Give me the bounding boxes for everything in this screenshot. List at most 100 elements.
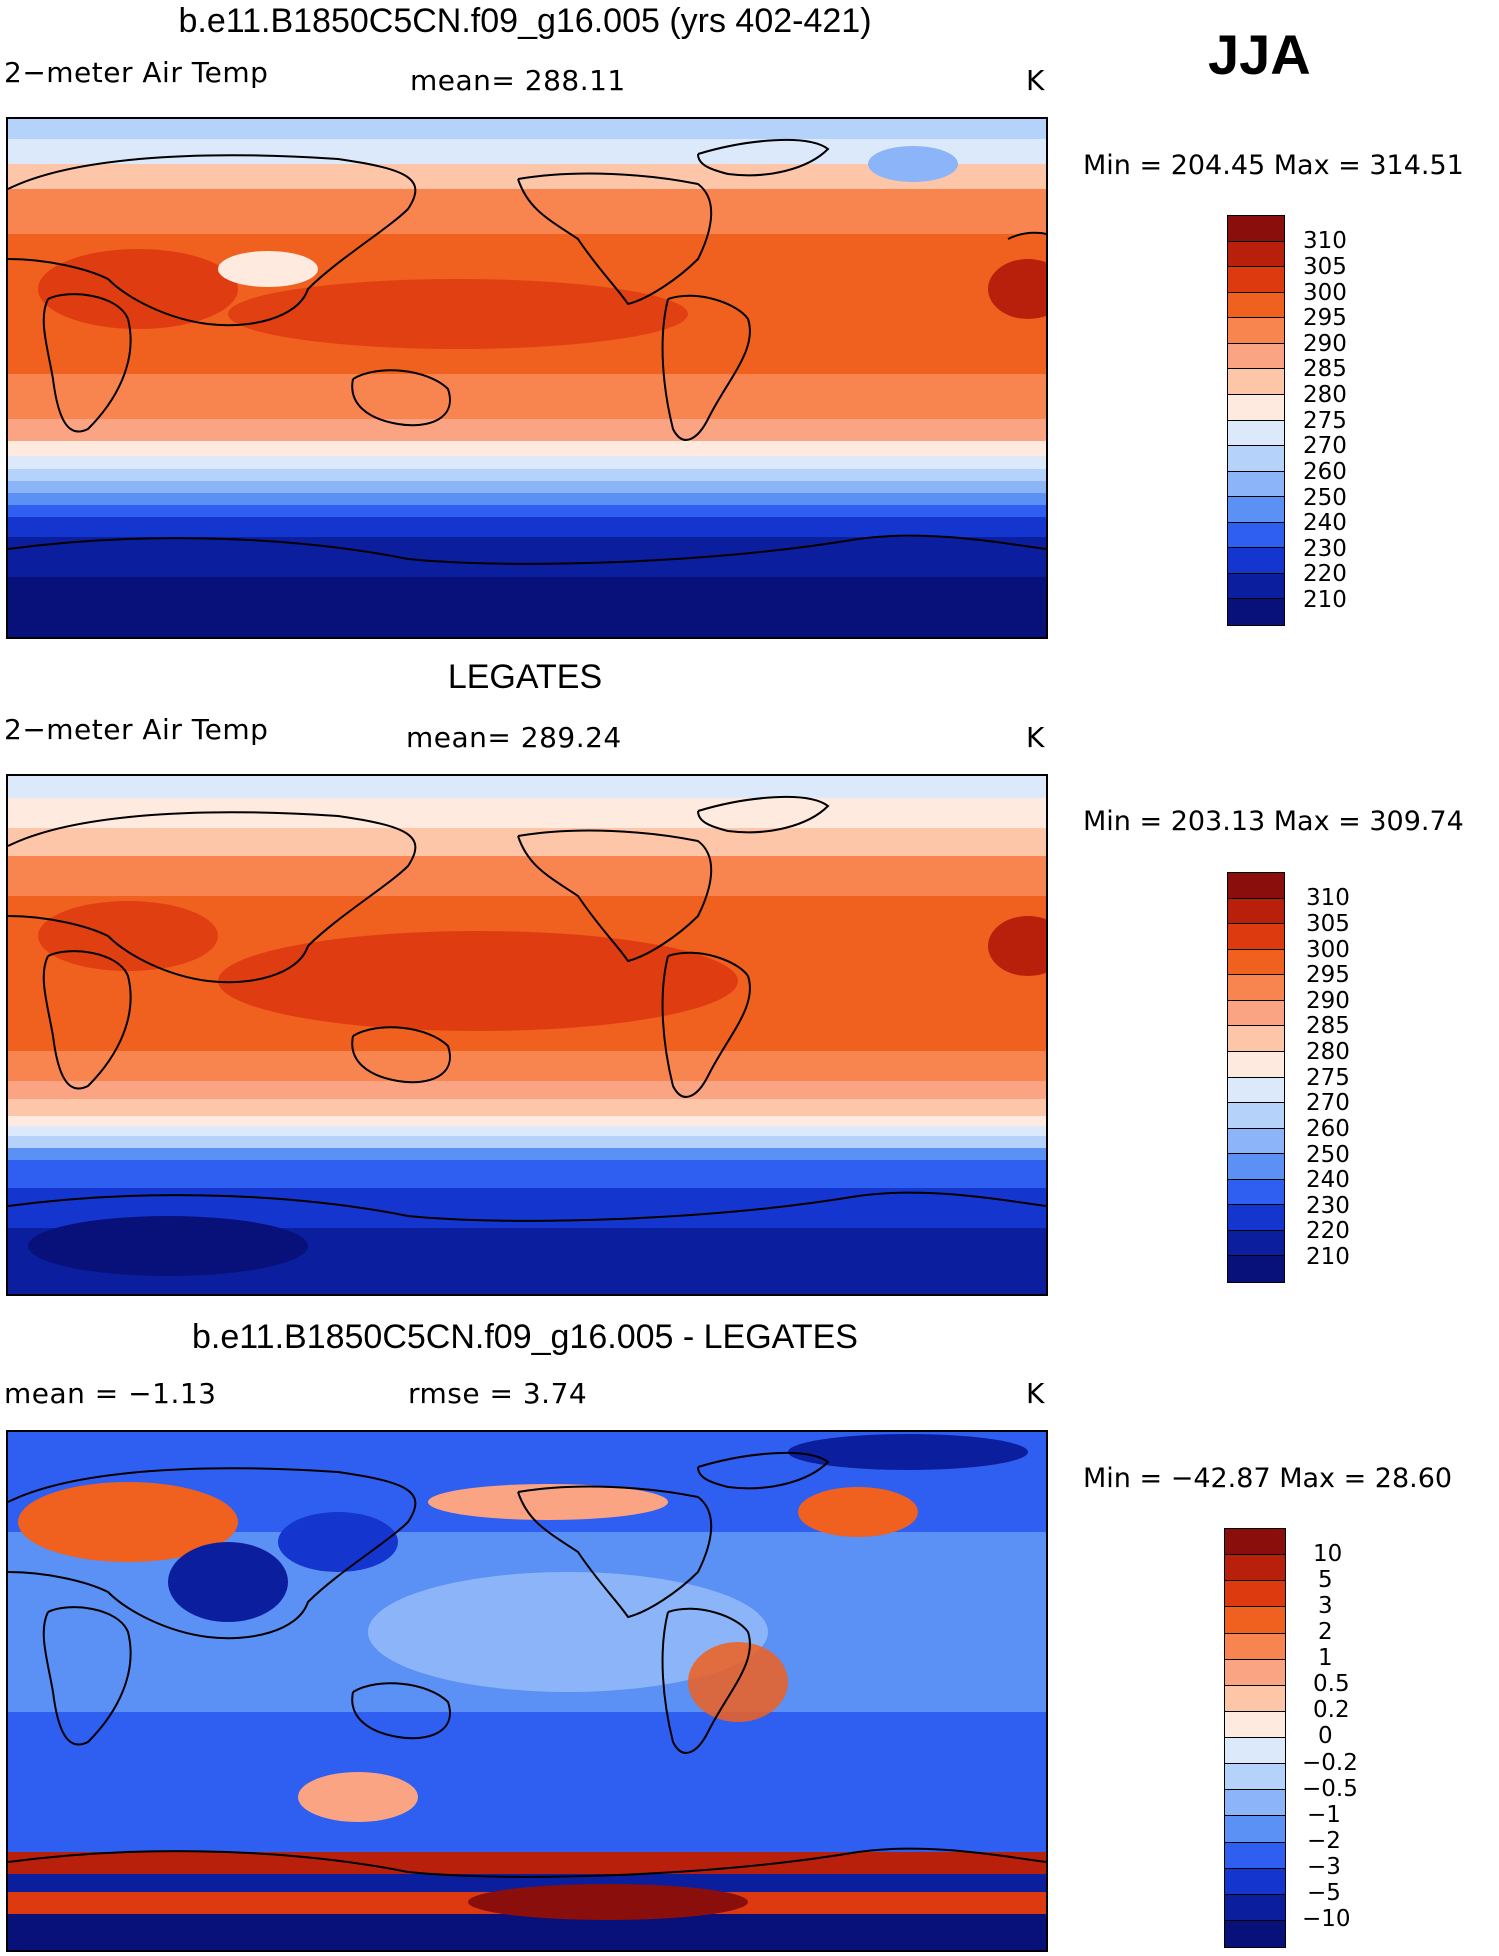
colorbar-swatch (1228, 1179, 1284, 1206)
field-label-obs: 2−meter Air Temp (4, 713, 269, 746)
colorbar-tick-label: 250 (1303, 485, 1347, 511)
colorbar-swatch (1228, 1128, 1284, 1155)
colorbar-tick-label: −0.5 (1302, 1776, 1358, 1802)
band (8, 119, 1046, 139)
rmse-label-diff: rmse = 3.74 (408, 1377, 588, 1410)
colorbar-swatch (1225, 1633, 1285, 1660)
mean-label-model: mean= 288.11 (410, 64, 626, 97)
colorbar-tick-label: 5 (1318, 1567, 1333, 1593)
colorbar-tick-label: −1 (1307, 1802, 1341, 1828)
band (8, 493, 1046, 505)
colorbar-swatch (1228, 216, 1284, 242)
colorbar-swatch (1228, 1230, 1284, 1257)
colorbar-tick-label: 260 (1306, 1116, 1350, 1142)
minmax-label-model: Min = 204.45 Max = 314.51 (1083, 150, 1464, 181)
colorbar-swatch (1228, 573, 1284, 600)
colorbar-obs (1227, 872, 1285, 1283)
units-label-diff: K (1026, 1377, 1045, 1410)
colorbar-swatch (1225, 1685, 1285, 1712)
band (8, 469, 1046, 481)
coastlines (8, 1451, 1046, 1878)
band (8, 374, 1046, 419)
season-label: JJA (1208, 23, 1311, 86)
colorbar-tick-label: 2 (1318, 1619, 1333, 1645)
panel-title-diff: b.e11.B1850C5CN.f09_g16.005 - LEGATES (192, 1318, 858, 1356)
colorbar-swatch (1225, 1764, 1285, 1791)
colorbar-swatch (1228, 1256, 1284, 1282)
colorbar-tick-label: 3 (1318, 1593, 1333, 1619)
colorbar-swatch (1228, 522, 1284, 549)
colorbar-tick-label: 280 (1306, 1039, 1350, 1065)
colorbar-tick-label: 300 (1303, 280, 1347, 306)
colorbar-tick-label: 210 (1306, 1244, 1350, 1270)
colorbar-tick-label: 290 (1306, 988, 1350, 1014)
coastlines (8, 138, 1046, 565)
colorbar-swatch (1228, 873, 1284, 899)
colorbar-diff (1224, 1528, 1286, 1948)
colorbar-tick-label: 310 (1306, 885, 1350, 911)
field-label-model: 2−meter Air Temp (4, 56, 269, 89)
colorbar-tick-label: 240 (1306, 1167, 1350, 1193)
units-label-model: K (1026, 64, 1045, 97)
colorbar-swatch (1225, 1581, 1285, 1608)
colorbar-tick-label: 210 (1303, 587, 1347, 613)
colorbar-tick-label: 0.2 (1313, 1697, 1350, 1723)
colorbar-tick-label: 275 (1306, 1065, 1350, 1091)
colorbar-swatch (1228, 1205, 1284, 1231)
colorbar-tick-label: 305 (1303, 254, 1347, 280)
colorbar-swatch (1228, 420, 1284, 447)
map-panel-model (6, 117, 1048, 639)
minmax-label-obs: Min = 203.13 Max = 309.74 (1083, 806, 1464, 837)
colorbar-tick-label: 285 (1303, 356, 1347, 382)
colorbar-tick-label: −0.2 (1302, 1750, 1358, 1776)
colorbar-tick-label: 310 (1303, 228, 1347, 254)
map-panel-diff (6, 1430, 1048, 1952)
colorbar-tick-label: 250 (1306, 1142, 1350, 1168)
colorbar-swatch (1228, 497, 1284, 523)
coastlines (8, 795, 1046, 1222)
colorbar-swatch (1228, 898, 1284, 925)
colorbar-swatch (1228, 267, 1284, 293)
colorbar-tick-label: 295 (1306, 962, 1350, 988)
panel-title-obs: LEGATES (447, 658, 603, 696)
colorbar-swatch (1225, 1842, 1285, 1869)
colorbar-tick-label: −5 (1307, 1880, 1341, 1906)
colorbar-swatch (1228, 1026, 1284, 1052)
colorbar-swatch (1225, 1607, 1285, 1634)
colorbar-swatch (1225, 1894, 1285, 1921)
band (8, 537, 1046, 577)
colorbar-swatch (1228, 1000, 1284, 1027)
colorbar-tick-label: 230 (1306, 1193, 1350, 1219)
colorbar-swatch (1228, 924, 1284, 950)
colorbar-swatch (1228, 343, 1284, 370)
colorbar-tick-label: 300 (1306, 937, 1350, 963)
colorbar-tick-label: 1 (1318, 1645, 1333, 1671)
colorbar-swatch (1225, 1555, 1285, 1582)
colorbar-swatch (1225, 1790, 1285, 1817)
colorbar-swatch (1228, 1154, 1284, 1180)
colorbar-tick-label: 285 (1306, 1013, 1350, 1039)
colorbar-swatch (1225, 1868, 1285, 1895)
colorbar-tick-label: 270 (1303, 433, 1347, 459)
map-panel-obs (6, 774, 1048, 1296)
band (8, 456, 1046, 469)
colorbar-swatch (1228, 318, 1284, 344)
colorbar-tick-label: 0.5 (1313, 1671, 1350, 1697)
colorbar-tick-label: −3 (1307, 1854, 1341, 1880)
band (8, 481, 1046, 493)
colorbar-tick-label: 0 (1318, 1723, 1333, 1749)
map-diff (8, 1432, 1046, 1950)
colorbar-swatch (1225, 1659, 1285, 1686)
colorbar-tick-label: 280 (1303, 382, 1347, 408)
band (8, 441, 1046, 456)
units-label-obs: K (1026, 721, 1045, 754)
colorbar-tick-label: 220 (1306, 1218, 1350, 1244)
colorbar-swatch (1225, 1920, 1285, 1947)
colorbar-model (1227, 215, 1285, 626)
band (8, 577, 1046, 637)
colorbar-swatch (1228, 446, 1284, 472)
colorbar-swatch (1225, 1711, 1285, 1738)
colorbar-swatch (1225, 1816, 1285, 1843)
panel-title-model: b.e11.B1850C5CN.f09_g16.005 (yrs 402-421… (178, 2, 872, 40)
mean-label-obs: mean= 289.24 (406, 721, 622, 754)
